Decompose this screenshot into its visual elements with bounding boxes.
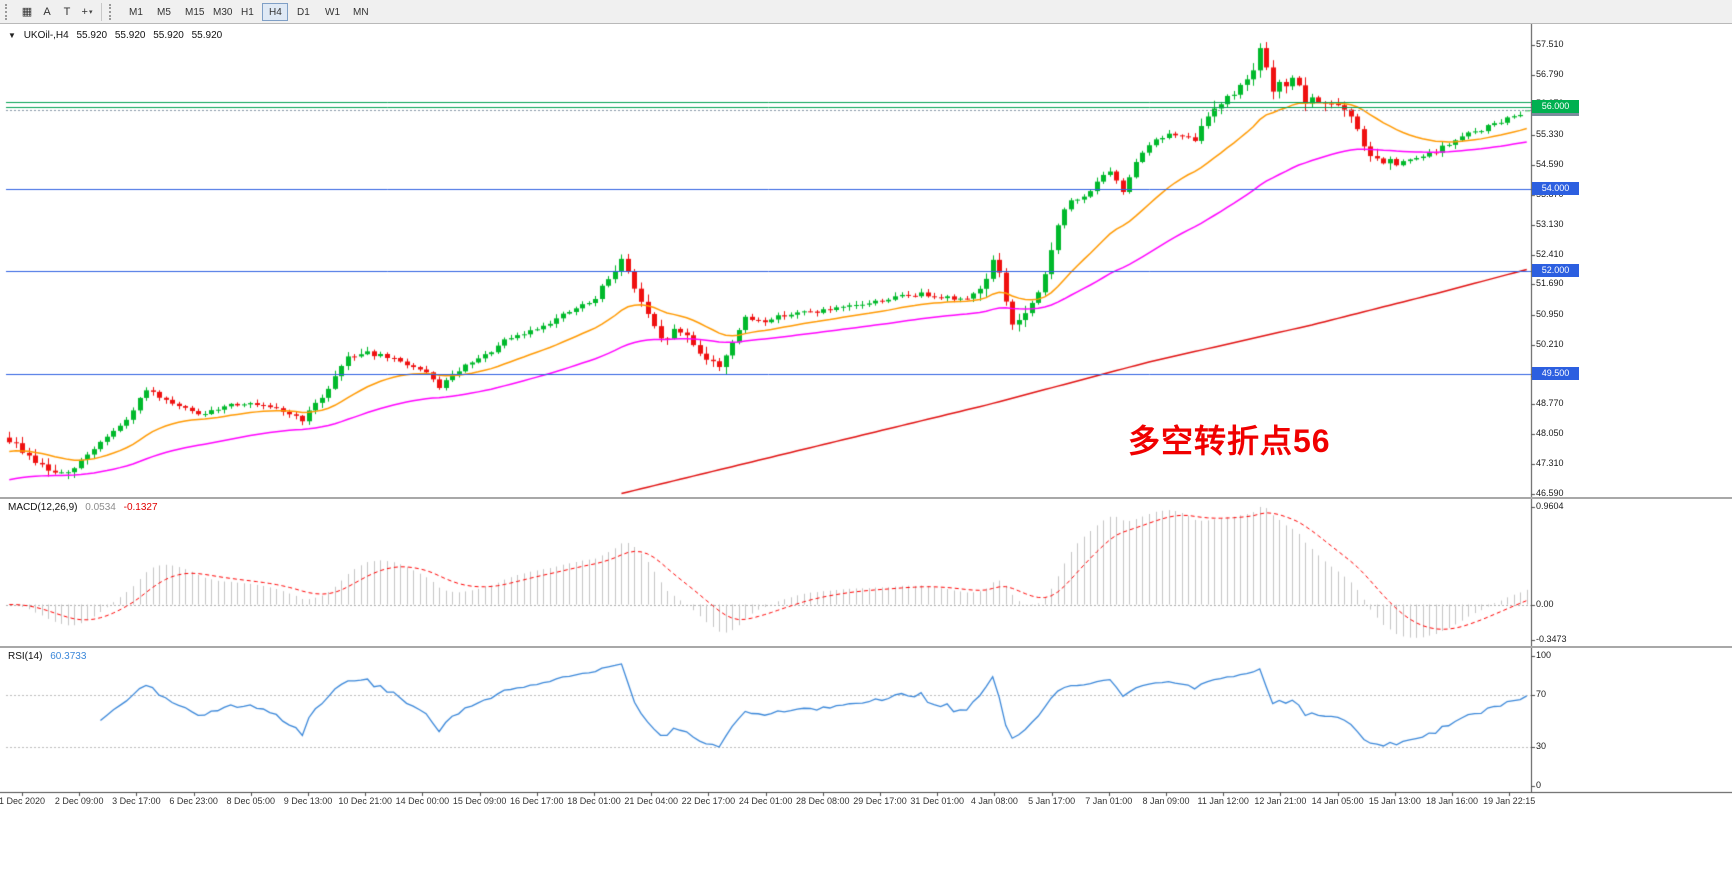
rsi-tick-label: 100 bbox=[1536, 650, 1552, 660]
chart-plot-canvas[interactable] bbox=[0, 24, 1732, 893]
rsi-indicator-label: RSI(14) 60.3733 bbox=[8, 651, 91, 662]
toolbar-separator bbox=[101, 2, 102, 21]
timeframe-button-M15[interactable]: M15 bbox=[178, 3, 204, 21]
ohlc-close: 55.920 bbox=[191, 30, 223, 41]
time-tick-label: 10 Dec 21:00 bbox=[338, 796, 392, 806]
macd-value: 0.0534 bbox=[85, 502, 116, 513]
price-tick-label: 50.950 bbox=[1536, 308, 1564, 319]
macd-indicator-label: MACD(12,26,9) 0.0534 -0.1327 bbox=[8, 502, 163, 513]
rsi-tick-label: 30 bbox=[1536, 741, 1547, 751]
price-tick-label: 47.310 bbox=[1536, 458, 1564, 469]
macd-signal-value: -0.1327 bbox=[123, 502, 158, 513]
time-tick-label: 19 Jan 22:15 bbox=[1483, 796, 1536, 806]
price-tick-label: 54.590 bbox=[1536, 158, 1564, 169]
time-tick-label: 21 Dec 04:00 bbox=[624, 796, 678, 806]
time-tick-label: 1 Dec 2020 bbox=[0, 796, 46, 806]
time-tick-label: 4 Jan 08:00 bbox=[970, 796, 1018, 806]
rsi-tick-label: 70 bbox=[1536, 689, 1547, 699]
price-tick-label: 48.050 bbox=[1536, 427, 1564, 438]
time-tick-label: 12 Jan 21:00 bbox=[1254, 796, 1307, 806]
time-tick-label: 3 Dec 17:00 bbox=[112, 796, 161, 806]
symbol-ohlc-header: ▼ UKOil-,H4 55.920 55.920 55.920 55.920 bbox=[8, 30, 227, 41]
price-tick-label: 57.510 bbox=[1536, 38, 1564, 49]
timeframe-button-H4[interactable]: H4 bbox=[262, 3, 288, 21]
time-tick-label: 31 Dec 01:00 bbox=[910, 796, 964, 806]
timeframe-button-M1[interactable]: M1 bbox=[122, 3, 148, 21]
price-tick-label: 46.590 bbox=[1536, 487, 1564, 498]
text-label-icon: T bbox=[63, 5, 71, 18]
time-tick-label: 24 Dec 01:00 bbox=[738, 796, 793, 806]
time-tick-label: 5 Jan 17:00 bbox=[1028, 796, 1076, 806]
charts-grid-icon: ▦ bbox=[21, 6, 33, 18]
price-tick-label: 53.130 bbox=[1536, 219, 1564, 230]
price-tick-label: 55.330 bbox=[1536, 128, 1564, 139]
macd-tick-label: -0.3473 bbox=[1536, 633, 1567, 644]
font-tool-button[interactable]: A bbox=[37, 2, 57, 22]
timeframe-toolbar: M1 M5 M15 M30 H1 H4 D1 W1 MN bbox=[121, 2, 373, 21]
time-tick-label: 7 Jan 01:00 bbox=[1085, 796, 1133, 806]
macd-name: MACD(12,26,9) bbox=[8, 502, 78, 513]
symbol-title: UKOil-,H4 bbox=[23, 30, 69, 41]
timeframe-button-M5[interactable]: M5 bbox=[150, 3, 176, 21]
ohlc-high: 55.920 bbox=[114, 30, 146, 41]
time-tick-label: 14 Jan 05:00 bbox=[1311, 796, 1364, 806]
timeframe-button-M30[interactable]: M30 bbox=[206, 3, 232, 21]
rsi-value: 60.3733 bbox=[50, 651, 87, 662]
timeframe-button-H1[interactable]: H1 bbox=[234, 3, 260, 21]
time-tick-label: 15 Jan 13:00 bbox=[1368, 796, 1421, 806]
time-tick-label: 29 Dec 17:00 bbox=[853, 796, 907, 806]
ohlc-low: 55.920 bbox=[153, 30, 184, 41]
panel-splitter-rsi[interactable] bbox=[0, 646, 1732, 648]
crosshair-tool-button[interactable]: + ▾ bbox=[77, 2, 97, 22]
macd-tick-label: 0.9604 bbox=[1536, 500, 1564, 511]
price-tick-label: 51.690 bbox=[1536, 278, 1564, 289]
dropdown-caret-icon: ▾ bbox=[88, 8, 93, 16]
timeframe-button-D1[interactable]: D1 bbox=[290, 3, 316, 21]
time-tick-label: 9 Dec 13:00 bbox=[283, 796, 333, 806]
time-tick-label: 18 Dec 01:00 bbox=[567, 796, 621, 806]
timeframe-button-MN[interactable]: MN bbox=[346, 3, 372, 21]
font-tool-icon: A bbox=[43, 5, 51, 18]
time-tick-label: 8 Dec 05:00 bbox=[226, 796, 276, 806]
time-tick-label: 18 Jan 16:00 bbox=[1425, 796, 1479, 806]
rsi-name: RSI(14) bbox=[8, 651, 43, 662]
chart-window: ▼ UKOil-,H4 55.920 55.920 55.920 55.920 … bbox=[0, 24, 1732, 893]
macd-tick-label: 0.00 bbox=[1536, 598, 1554, 609]
price-tick-label: 52.410 bbox=[1536, 248, 1564, 259]
price-badge-support-52: 52.000 bbox=[1532, 264, 1579, 278]
panel-splitter-macd[interactable] bbox=[0, 497, 1732, 499]
time-tick-label: 22 Dec 17:00 bbox=[681, 796, 736, 806]
ohlc-open: 55.920 bbox=[76, 30, 108, 41]
price-tick-label: 56.790 bbox=[1536, 68, 1564, 79]
time-tick-label: 8 Jan 09:00 bbox=[1142, 796, 1190, 806]
charts-grid-button[interactable]: ▦ bbox=[17, 2, 37, 22]
toolbar-grip[interactable] bbox=[5, 3, 12, 20]
time-tick-label: 15 Dec 09:00 bbox=[452, 796, 507, 806]
price-tick-label: 50.210 bbox=[1536, 339, 1564, 350]
time-tick-label: 2 Dec 09:00 bbox=[54, 796, 104, 806]
price-badge-support-49-5: 49.500 bbox=[1532, 367, 1579, 381]
text-label-button[interactable]: T bbox=[57, 2, 77, 22]
time-tick-label: 16 Dec 17:00 bbox=[510, 796, 564, 806]
time-tick-label: 11 Jan 12:00 bbox=[1197, 796, 1249, 806]
crosshair-icon: + bbox=[81, 5, 88, 18]
price-tick-label: 48.770 bbox=[1536, 398, 1564, 409]
price-badge-support-54: 54.000 bbox=[1532, 182, 1579, 196]
rsi-tick-label: 0 bbox=[1536, 780, 1542, 790]
collapse-ohlc-icon[interactable]: ▼ bbox=[8, 31, 16, 40]
toolbar: ▦ A T + ▾ M1 M5 M15 M30 H1 H4 D1 W1 MN bbox=[0, 0, 1732, 24]
chart-text-annotation[interactable]: 多空转折点56 bbox=[1128, 423, 1331, 459]
timeframe-button-W1[interactable]: W1 bbox=[318, 3, 344, 21]
time-tick-label: 6 Dec 23:00 bbox=[169, 796, 218, 806]
time-tick-label: 14 Dec 00:00 bbox=[395, 796, 450, 806]
toolbar-grip[interactable] bbox=[109, 3, 116, 20]
time-tick-label: 28 Dec 08:00 bbox=[796, 796, 850, 806]
price-badge-resistance-56: 56.000 bbox=[1532, 100, 1579, 113]
